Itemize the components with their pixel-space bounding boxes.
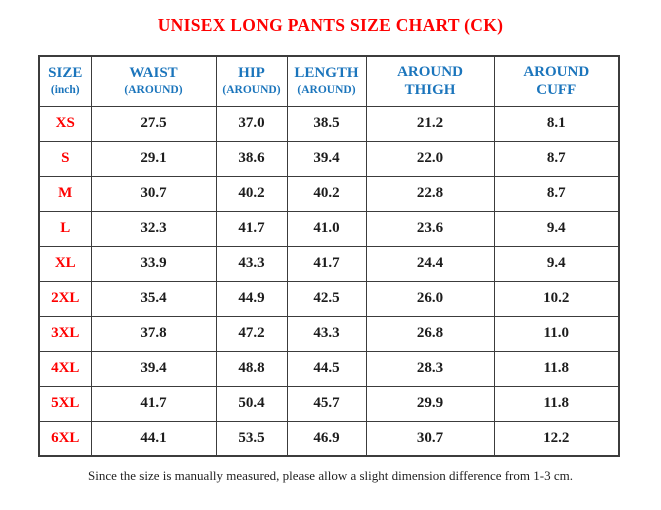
size-label: M [38,175,92,212]
column-header-length: LENGTH (AROUND) [286,55,367,107]
waist-value: 44.1 [90,420,217,457]
cuff-value: 10.2 [493,280,620,317]
table-row-3xl: 3XL 37.8 47.2 43.3 26.8 11.0 [38,315,620,352]
thigh-value: 23.6 [365,210,495,247]
size-label: S [38,140,92,177]
table-row-xl: XL 33.9 43.3 41.7 24.4 9.4 [38,245,620,282]
cuff-value: 8.1 [493,105,620,142]
length-value: 44.5 [286,350,367,387]
hip-value: 38.6 [215,140,288,177]
waist-value: 35.4 [90,280,217,317]
length-value: 42.5 [286,280,367,317]
hip-value: 41.7 [215,210,288,247]
column-header-size-unit: (inch) [50,84,80,97]
cuff-value: 9.4 [493,210,620,247]
waist-value: 33.9 [90,245,217,282]
column-header-hip-sub: (AROUND) [222,84,281,97]
size-label: 3XL [38,315,92,352]
column-header-waist-label: WAIST [129,65,178,82]
cuff-value: 11.8 [493,350,620,387]
hip-value: 40.2 [215,175,288,212]
thigh-value: 24.4 [365,245,495,282]
length-value: 46.9 [286,420,367,457]
column-header-length-sub: (AROUND) [297,84,356,97]
size-label: 5XL [38,385,92,422]
hip-value: 50.4 [215,385,288,422]
hip-value: 43.3 [215,245,288,282]
cuff-value: 11.0 [493,315,620,352]
waist-value: 27.5 [90,105,217,142]
column-header-around-thigh: AROUND THIGH [365,55,495,107]
cuff-value: 8.7 [493,140,620,177]
hip-value: 47.2 [215,315,288,352]
column-header-length-label: LENGTH [294,65,359,82]
table-row-2xl: 2XL 35.4 44.9 42.5 26.0 10.2 [38,280,620,317]
hip-value: 37.0 [215,105,288,142]
column-header-around-cuff: AROUND CUFF [493,55,620,107]
table-row-l: L 32.3 41.7 41.0 23.6 9.4 [38,210,620,247]
size-label: XS [38,105,92,142]
thigh-value: 30.7 [365,420,495,457]
cuff-value: 8.7 [493,175,620,212]
thigh-value: 22.8 [365,175,495,212]
table-row-xs: XS 27.5 37.0 38.5 21.2 8.1 [38,105,620,142]
table-row-4xl: 4XL 39.4 48.8 44.5 28.3 11.8 [38,350,620,387]
thigh-value: 21.2 [365,105,495,142]
waist-value: 41.7 [90,385,217,422]
length-value: 41.0 [286,210,367,247]
hip-value: 44.9 [215,280,288,317]
table-row-5xl: 5XL 41.7 50.4 45.7 29.9 11.8 [38,385,620,422]
waist-value: 37.8 [90,315,217,352]
thigh-value: 28.3 [365,350,495,387]
length-value: 39.4 [286,140,367,177]
column-header-cuff-line2: CUFF [536,82,577,99]
length-value: 40.2 [286,175,367,212]
table-row-6xl: 6XL 44.1 53.5 46.9 30.7 12.2 [38,420,620,457]
hip-value: 48.8 [215,350,288,387]
length-value: 38.5 [286,105,367,142]
column-header-thigh-line1: AROUND [397,63,463,80]
waist-value: 30.7 [90,175,217,212]
header-row: SIZE (inch) WAIST (AROUND) HIP (AROUND) … [38,55,620,107]
hip-value: 53.5 [215,420,288,457]
waist-value: 32.3 [90,210,217,247]
size-chart-table: SIZE (inch) WAIST (AROUND) HIP (AROUND) … [38,55,620,457]
cuff-value: 9.4 [493,245,620,282]
column-header-waist-sub: (AROUND) [124,84,183,97]
column-header-size-label: SIZE [48,65,83,82]
size-label: 4XL [38,350,92,387]
column-header-hip-label: HIP [238,65,265,82]
measurement-disclaimer: Since the size is manually measured, ple… [88,468,573,483]
thigh-value: 26.8 [365,315,495,352]
thigh-value: 22.0 [365,140,495,177]
thigh-value: 26.0 [365,280,495,317]
thigh-value: 29.9 [365,385,495,422]
column-header-size: SIZE (inch) [38,55,92,107]
table-row-m: M 30.7 40.2 40.2 22.8 8.7 [38,175,620,212]
waist-value: 39.4 [90,350,217,387]
table-row-s: S 29.1 38.6 39.4 22.0 8.7 [38,140,620,177]
column-header-cuff-line1: AROUND [523,63,590,80]
cuff-value: 12.2 [493,420,620,457]
size-label: 6XL [38,420,92,457]
size-label: XL [38,245,92,282]
length-value: 41.7 [286,245,367,282]
size-label: 2XL [38,280,92,317]
page-title: UNISEX LONG PANTS SIZE CHART (CK) [157,15,504,35]
cuff-value: 11.8 [493,385,620,422]
length-value: 45.7 [286,385,367,422]
size-label: L [38,210,92,247]
column-header-thigh-line2: THIGH [404,82,456,99]
length-value: 43.3 [286,315,367,352]
column-header-hip: HIP (AROUND) [215,55,288,107]
waist-value: 29.1 [90,140,217,177]
column-header-waist: WAIST (AROUND) [90,55,217,107]
